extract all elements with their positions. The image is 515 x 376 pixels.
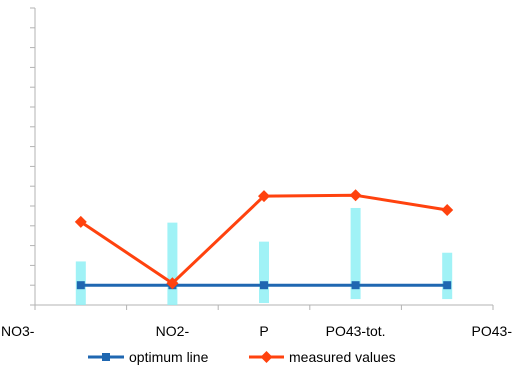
range-band [167, 222, 178, 305]
x-tick-labels: NO3- NO2- P PO43-tot. PO43- [1, 323, 512, 339]
legend-label-measured: measured values [289, 349, 396, 365]
measured-value-point [441, 203, 454, 216]
x-tick-label: PO43- [472, 323, 513, 339]
x-tick-label: NO3- [1, 323, 35, 339]
range-band [350, 207, 361, 300]
range-band [259, 241, 269, 304]
measured-value-point [166, 277, 179, 290]
x-tick-label: NO2- [156, 323, 190, 339]
legend-marker-diamond [260, 351, 273, 363]
optimum-point [76, 281, 85, 290]
legend: optimum line measured values [88, 349, 396, 365]
x-tick-label: PO43-tot. [326, 323, 386, 339]
optimum-point [443, 281, 452, 290]
legend-item-measured: measured values [249, 349, 396, 365]
range-band [442, 252, 453, 300]
measured-value-point [74, 215, 87, 228]
axes [30, 7, 494, 310]
measured-value-point [258, 190, 270, 203]
measured-value-point [349, 189, 362, 202]
legend-marker-square [102, 353, 110, 361]
series-lines [74, 189, 454, 290]
optimum-point [260, 281, 268, 290]
legend-item-optimum: optimum line [88, 349, 209, 365]
legend-label-optimum: optimum line [129, 349, 209, 365]
optimum-point [351, 281, 360, 290]
x-tick-label: P [259, 323, 268, 339]
